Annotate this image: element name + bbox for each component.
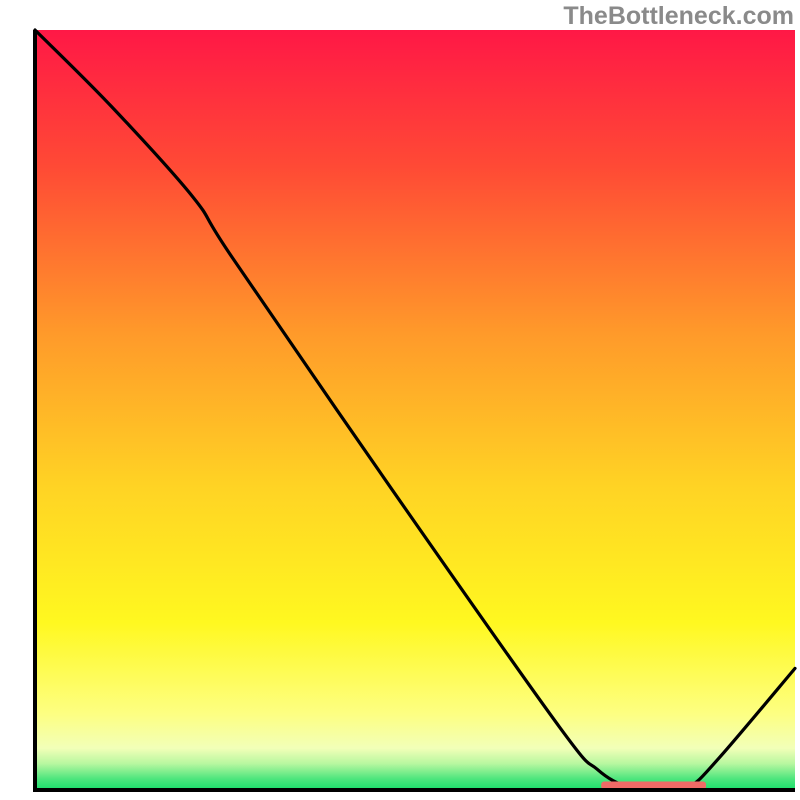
- chart-container: { "watermark": { "text": "TheBottleneck.…: [0, 0, 800, 800]
- plot-background: [35, 30, 795, 790]
- watermark-text: TheBottleneck.com: [563, 2, 794, 31]
- bottleneck-chart: [0, 0, 800, 800]
